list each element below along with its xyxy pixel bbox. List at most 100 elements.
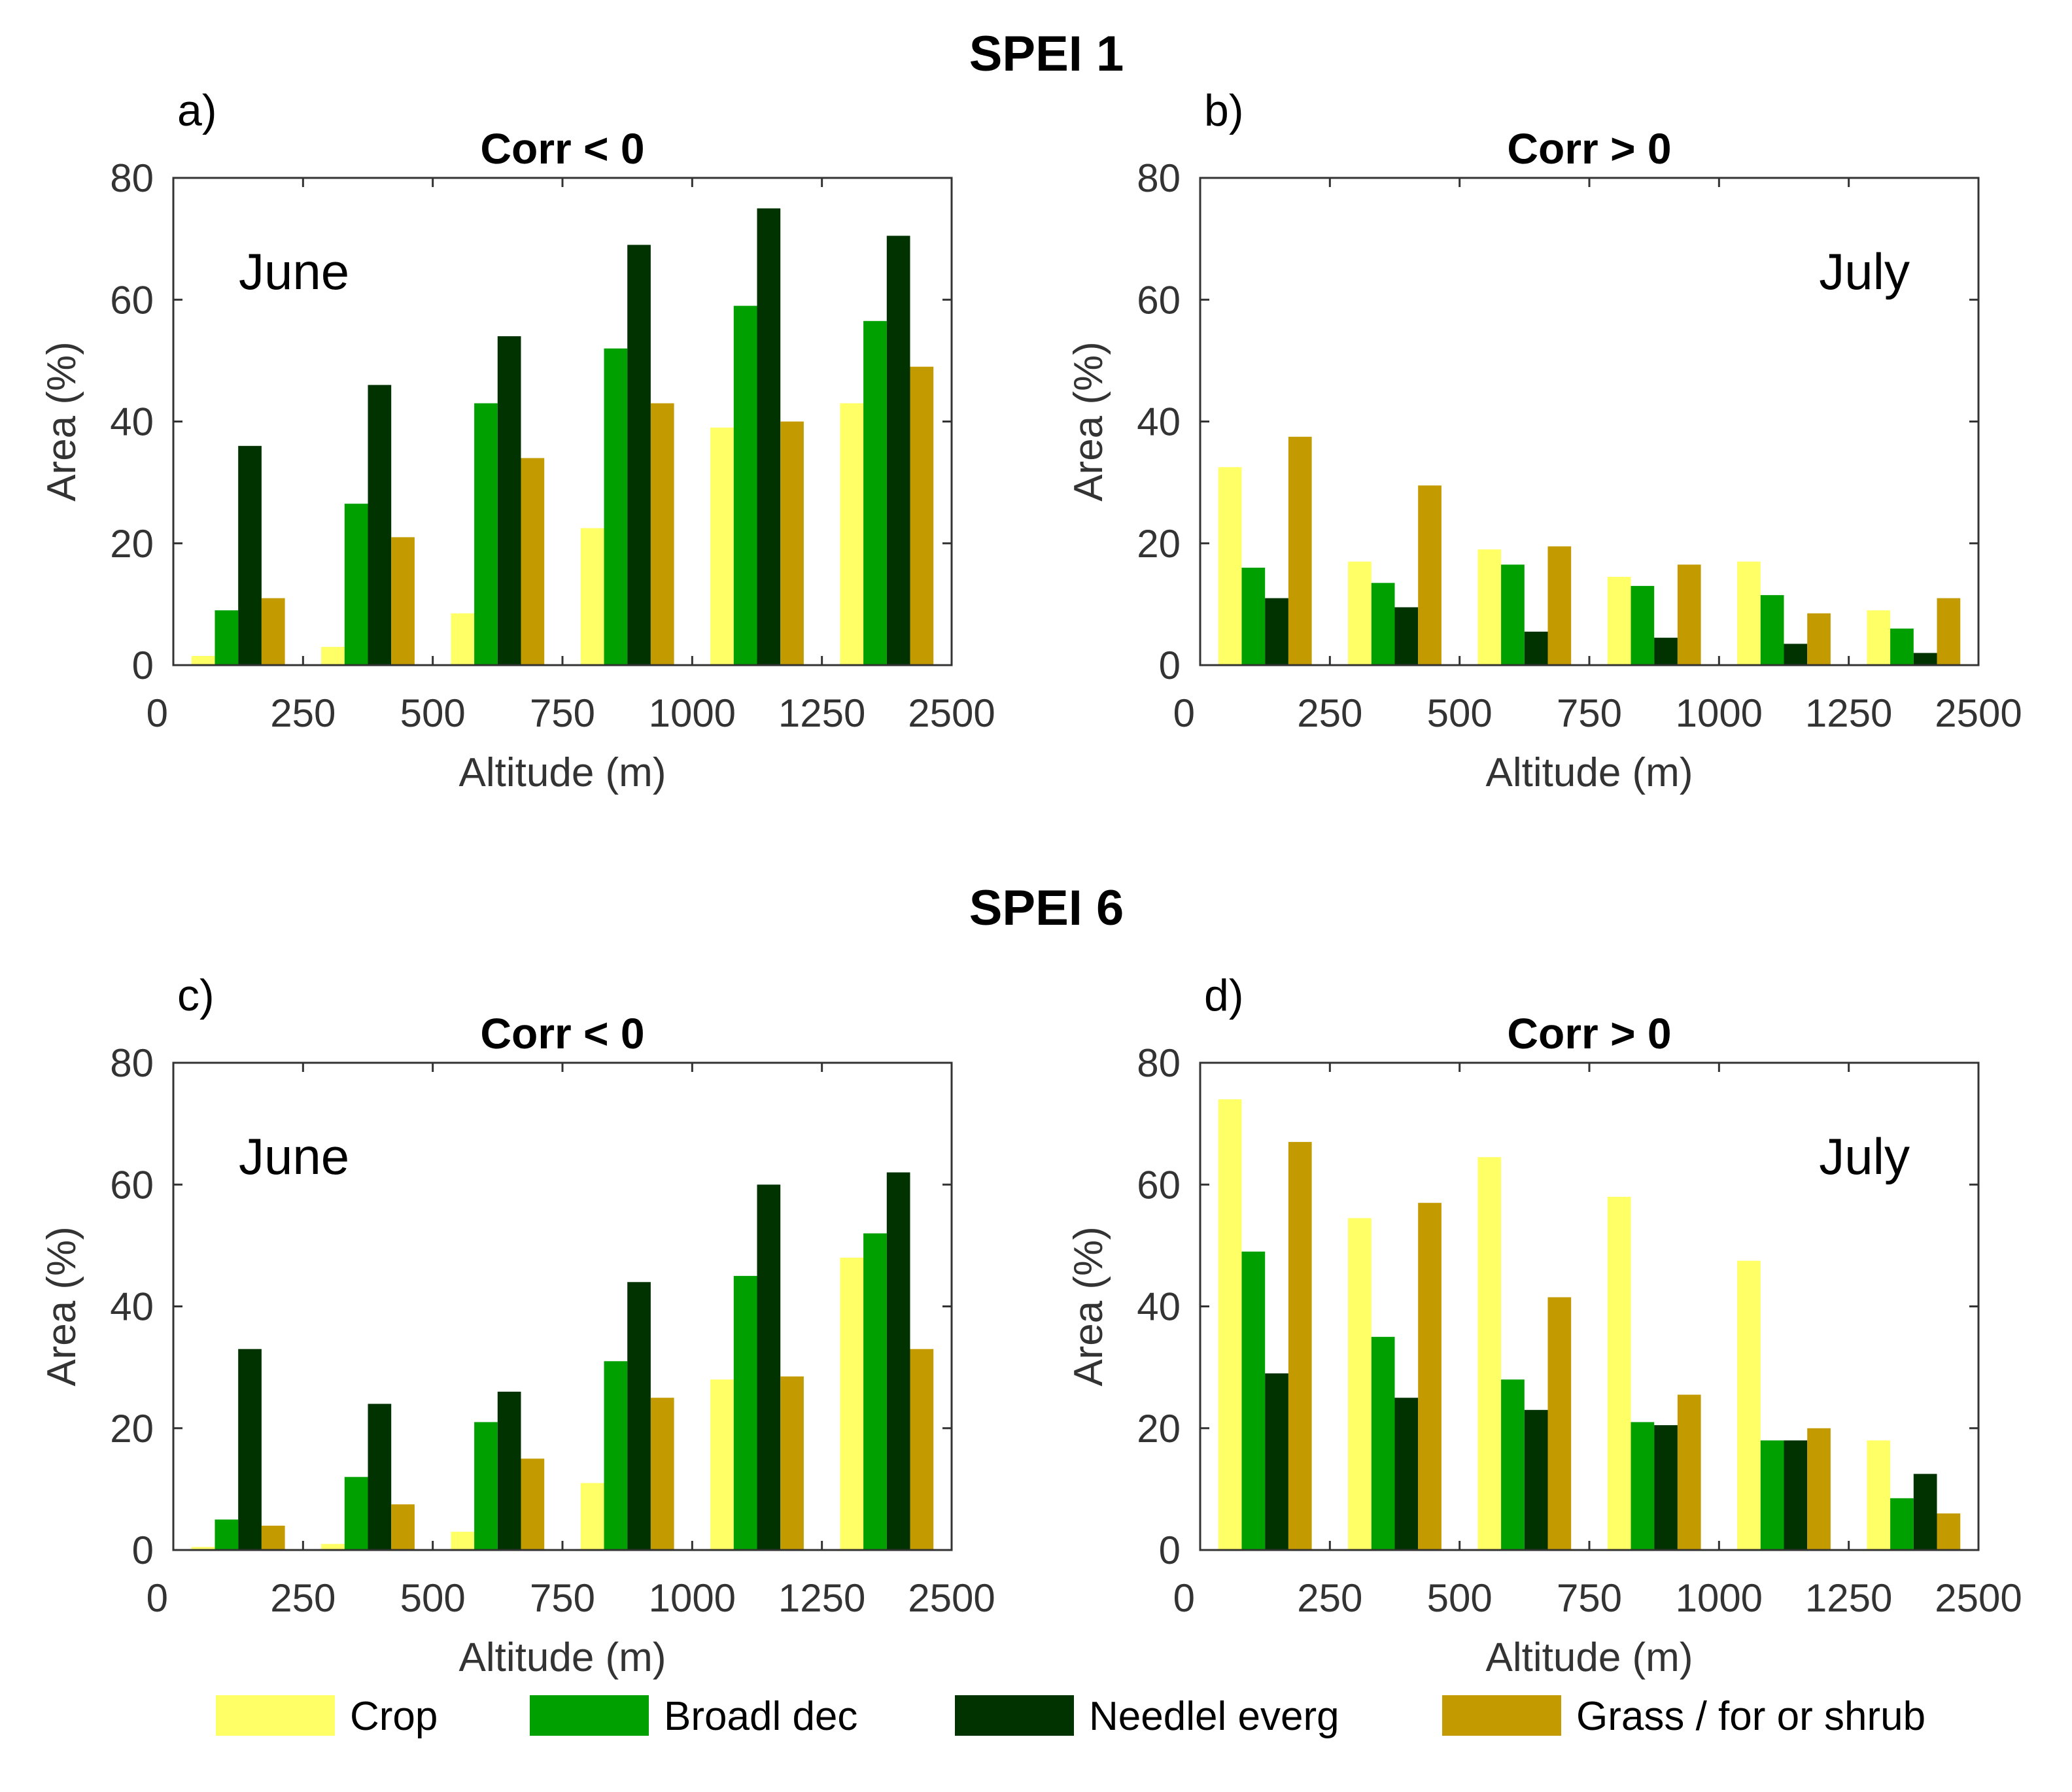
bar-crop-2	[451, 1532, 475, 1550]
month-annotation: July	[1819, 1128, 1910, 1185]
ytick-label: 60	[1137, 278, 1181, 322]
ytick-label: 80	[1137, 156, 1181, 200]
bar-crop-3	[1607, 1196, 1631, 1550]
bar-grass-for-or-shrub-5	[1937, 598, 1961, 665]
panel-3: 0 20 40 60 80 0 250 500 750 1000 1250 2500 Altitude …	[1066, 971, 2022, 1680]
bar-grass-for-or-shrub-2	[521, 458, 545, 665]
month-annotation: June	[239, 1128, 349, 1185]
legend-swatch	[955, 1695, 1074, 1736]
bar-broadl-dec-0	[1241, 1251, 1266, 1550]
xtick-label: 1000	[649, 691, 736, 735]
bar-crop-1	[1348, 1218, 1372, 1550]
legend-label: Crop	[350, 1694, 438, 1739]
xtick-label: 0	[1173, 691, 1195, 735]
bar-needlel-everg-5	[1913, 653, 1937, 665]
xtick-label: 0	[1173, 1576, 1195, 1620]
bar-broadl-dec-3	[604, 348, 628, 666]
bar-grass-for-or-shrub-0	[261, 598, 285, 665]
panel-title: Corr > 0	[1507, 1009, 1671, 1058]
bar-broadl-dec-1	[344, 1477, 368, 1551]
month-annotation: June	[239, 243, 349, 300]
bar-needlel-everg-2	[1524, 1409, 1548, 1550]
bar-crop-5	[1867, 610, 1891, 665]
xtick-label: 1000	[649, 1576, 736, 1620]
bar-grass-for-or-shrub-1	[1418, 485, 1442, 665]
ytick-label: 20	[110, 522, 154, 566]
bar-grass-for-or-shrub-4	[780, 421, 804, 665]
bar-crop-3	[580, 1483, 604, 1550]
bar-crop-0	[1218, 1099, 1242, 1550]
xtick-label: 500	[1427, 691, 1493, 735]
panels: 0 20 40 60 80 0 250 500 750 1000 1250 2500 Altitude …	[39, 86, 2022, 1680]
xtick-label: 2500	[1935, 691, 2022, 735]
bar-broadl-dec-2	[474, 1422, 498, 1550]
ytick-label: 80	[110, 156, 154, 200]
bar-needlel-everg-0	[238, 445, 262, 666]
xtick-label: 1250	[778, 1576, 865, 1620]
bar-grass-for-or-shrub-2	[1547, 546, 1572, 665]
legend-item-3: Grass / for or shrub	[1442, 1694, 1925, 1739]
ytick-label: 20	[1137, 1407, 1181, 1451]
xtick-label: 1250	[1805, 1576, 1892, 1620]
bar-broadl-dec-5	[1890, 1498, 1914, 1550]
bar-broadl-dec-0	[215, 610, 239, 665]
bar-needlel-everg-1	[368, 1404, 392, 1550]
y-axis-label: Area (%)	[1066, 341, 1111, 502]
ytick-label: 20	[110, 1407, 154, 1451]
bar-broadl-dec-5	[863, 1233, 887, 1551]
xtick-label: 0	[147, 691, 168, 735]
bar-crop-5	[1867, 1440, 1891, 1550]
xtick-label: 250	[1297, 1576, 1362, 1620]
bar-grass-for-or-shrub-3	[1677, 564, 1701, 665]
bar-needlel-everg-4	[757, 208, 781, 666]
bar-broadl-dec-1	[344, 504, 368, 665]
bar-grass-for-or-shrub-1	[391, 537, 415, 665]
xtick-label: 1000	[1676, 691, 1763, 735]
bar-broadl-dec-5	[863, 320, 887, 665]
bar-needlel-everg-5	[1913, 1473, 1937, 1550]
x-axis-label: Altitude (m)	[459, 750, 666, 795]
ytick-label: 60	[110, 1163, 154, 1207]
bar-broadl-dec-4	[733, 305, 757, 666]
legend-item-0: Crop	[216, 1694, 438, 1739]
bar-needlel-everg-5	[886, 1172, 910, 1550]
bar-broadl-dec-1	[1371, 1337, 1395, 1550]
bar-grass-for-or-shrub-5	[910, 1349, 934, 1550]
bar-broadl-dec-3	[1631, 1422, 1655, 1550]
legend-label: Needlel everg	[1089, 1694, 1339, 1739]
suptitle-spei6: SPEI 6	[969, 880, 1124, 936]
panel-1: 0 20 40 60 80 0 250 500 750 1000 1250 2500 Altitude …	[1066, 86, 2022, 795]
bar-needlel-everg-4	[1784, 644, 1808, 665]
bar-needlel-everg-4	[1784, 1440, 1808, 1550]
bar-broadl-dec-3	[1631, 585, 1655, 665]
bar-grass-for-or-shrub-3	[650, 1398, 674, 1550]
ytick-label: 40	[1137, 1285, 1181, 1329]
xtick-label: 750	[530, 691, 595, 735]
legend-item-2: Needlel everg	[955, 1694, 1339, 1739]
bar-crop-0	[191, 1547, 215, 1550]
x-axis-label: Altitude (m)	[1486, 750, 1693, 795]
xtick-label: 0	[147, 1576, 168, 1620]
bar-grass-for-or-shrub-5	[910, 366, 934, 665]
bar-crop-4	[1737, 561, 1761, 665]
bar-grass-for-or-shrub-4	[1807, 1428, 1831, 1551]
bar-needlel-everg-0	[1265, 1373, 1288, 1550]
bar-crop-1	[321, 1543, 345, 1550]
bar-needlel-everg-1	[1394, 1398, 1419, 1550]
ytick-label: 20	[1137, 522, 1181, 566]
ytick-label: 80	[1137, 1041, 1181, 1085]
bar-grass-for-or-shrub-0	[1288, 1142, 1312, 1550]
bar-needlel-everg-3	[1654, 638, 1678, 665]
bar-crop-5	[840, 1258, 864, 1550]
bar-broadl-dec-4	[1760, 1440, 1784, 1550]
panel-title: Corr > 0	[1507, 124, 1671, 173]
bar-needlel-everg-2	[1524, 631, 1548, 665]
bar-grass-for-or-shrub-5	[1937, 1513, 1961, 1550]
ytick-label: 40	[110, 1285, 154, 1329]
bar-crop-1	[1348, 561, 1372, 665]
ytick-label: 0	[132, 1528, 154, 1572]
bar-broadl-dec-2	[1501, 1379, 1525, 1551]
bar-crop-4	[710, 427, 734, 665]
bar-broadl-dec-4	[1760, 594, 1784, 665]
